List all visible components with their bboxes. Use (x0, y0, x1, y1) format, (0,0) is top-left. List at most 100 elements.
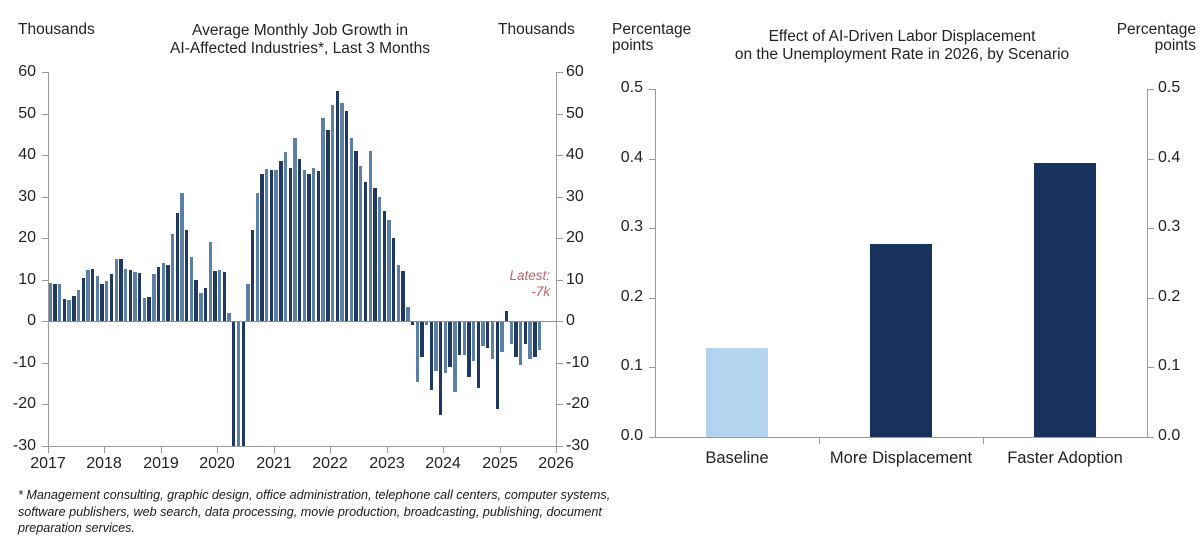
left-chart-bar (537, 321, 542, 351)
left-chart-bar (396, 265, 401, 322)
right-chart-y-tick-label: 0.2 (620, 288, 643, 305)
left-chart-bar (175, 213, 180, 322)
left-chart-bar (105, 281, 109, 322)
left-chart-x-tick (500, 447, 501, 453)
left-chart-y-tick (557, 155, 563, 156)
left-chart-bar (509, 321, 513, 345)
left-chart-bar (217, 270, 222, 322)
left-chart-bar (58, 283, 62, 322)
right-chart-y-tick-label: 0.1 (1158, 357, 1181, 374)
left-chart-y-tick-label: -20 (566, 395, 590, 412)
left-chart-y-tick (42, 280, 48, 281)
left-chart-bar (114, 259, 118, 322)
left-chart-bar (377, 196, 382, 322)
left-chart-x-tick-label: 2021 (256, 455, 292, 472)
left-chart-x-tick (274, 447, 275, 453)
left-chart-y-tick (557, 446, 563, 447)
left-chart-bar (138, 273, 142, 322)
left-zero-line (48, 321, 557, 322)
right-chart-y-tick-label: 0.5 (1158, 79, 1181, 96)
right-chart-y-tick (1148, 437, 1154, 438)
left-chart-x-tick-label: 2026 (538, 455, 574, 472)
left-chart-bar (48, 283, 53, 322)
left-chart-y-tick-label: 60 (18, 63, 36, 80)
left-chart-bar (335, 90, 339, 322)
left-chart-y-tick-label: 20 (18, 229, 36, 246)
left-chart-bar (368, 150, 372, 322)
left-chart-bar (340, 103, 344, 322)
left-chart-bar (519, 321, 523, 365)
left-chart-bar (170, 234, 175, 322)
left-chart-bar (274, 170, 278, 322)
right-chart-y-tick-label: 0.5 (620, 79, 643, 96)
right-chart-y-tick (649, 89, 655, 90)
right-plot-area: 0.0 0.0 0.1 0.1 0.2 0.2 0.3 0.3 0.4 0.4 0.5 0.5 Base… (600, 0, 1200, 480)
left-chart-bar (514, 321, 518, 357)
left-chart-y-tick (557, 238, 563, 239)
left-chart-y-tick-label: -30 (566, 437, 590, 454)
left-chart-y-tick-label: 0 (27, 312, 36, 329)
left-chart-y-tick (557, 280, 563, 281)
left-chart-x-tick (104, 447, 105, 453)
left-chart-bar (448, 321, 452, 368)
left-chart-bar (222, 272, 227, 322)
left-chart-bar (156, 267, 161, 322)
left-chart-bar (95, 275, 100, 322)
left-chart-bar (330, 105, 335, 322)
left-chart-bar (199, 293, 203, 322)
left-chart-x-tick (330, 447, 331, 453)
left-y-axis-line-right (556, 72, 557, 446)
left-chart-x-tick-label: 2022 (312, 455, 348, 472)
right-chart-y-tick (1148, 367, 1154, 368)
left-chart-bar (457, 321, 462, 355)
right-chart-title: Effect of AI-Driven Labor Displacement o… (734, 28, 1070, 63)
left-chart-bar (283, 151, 288, 322)
right-chart-y-tick-label: 0.0 (1158, 427, 1181, 444)
right-chart-y-tick (649, 228, 655, 229)
left-chart-bar (76, 289, 81, 322)
right-chart-y-tick-label: 0.3 (620, 218, 643, 235)
left-chart-bar (533, 321, 537, 357)
left-chart-bar (227, 313, 231, 322)
left-chart-bar (180, 192, 184, 322)
right-chart-bar (869, 243, 933, 437)
left-chart-y-tick (557, 321, 563, 322)
left-chart-x-tick (217, 447, 218, 453)
left-chart-bar (312, 168, 316, 322)
left-chart-bar (302, 169, 307, 322)
right-chart-y-tick (1148, 228, 1154, 229)
right-chart-y-tick-label: 0.0 (620, 427, 643, 444)
right-chart-y-tick (649, 367, 655, 368)
left-chart-y-tick-label: 50 (18, 105, 36, 122)
left-chart-y-tick-label: 60 (566, 63, 584, 80)
left-chart-bar (382, 211, 386, 322)
left-chart-bar (279, 161, 283, 322)
left-chart-y-tick-label: 40 (18, 146, 36, 163)
left-chart-y-tick (557, 114, 563, 115)
left-chart-x-tick-label: 2018 (86, 455, 122, 472)
right-chart-y-tick-label: 0.4 (1158, 149, 1181, 166)
right-chart-unit-label-left: Percentage points (612, 21, 692, 54)
left-chart-bar (434, 321, 438, 372)
left-chart-bar (490, 321, 495, 359)
right-chart-y-tick-label: 0.4 (620, 149, 643, 166)
right-chart-category-label: Faster Adoption (1007, 449, 1123, 467)
left-x-axis-line (48, 446, 557, 447)
right-chart-panel: Percentage points Percentage points Effe… (600, 0, 1200, 480)
right-chart-y-tick-label: 0.1 (620, 357, 643, 374)
left-chart-y-tick (42, 446, 48, 447)
left-chart-bar (147, 296, 151, 322)
right-chart-y-tick (649, 298, 655, 299)
left-chart-bar (81, 278, 85, 322)
right-chart-unit-label-right: Percentage points (1116, 21, 1196, 54)
left-chart-bar (142, 298, 147, 322)
left-chart-bar (119, 259, 123, 322)
left-chart-bar (166, 264, 170, 322)
left-chart-x-tick-label: 2025 (482, 455, 518, 472)
right-chart-y-tick (649, 437, 655, 438)
right-x-axis-line (655, 437, 1148, 438)
left-chart-y-tick (42, 363, 48, 364)
left-chart-y-tick (42, 197, 48, 198)
left-chart-bar (373, 188, 377, 322)
left-chart-unit-label-left: Thousands (18, 21, 95, 38)
